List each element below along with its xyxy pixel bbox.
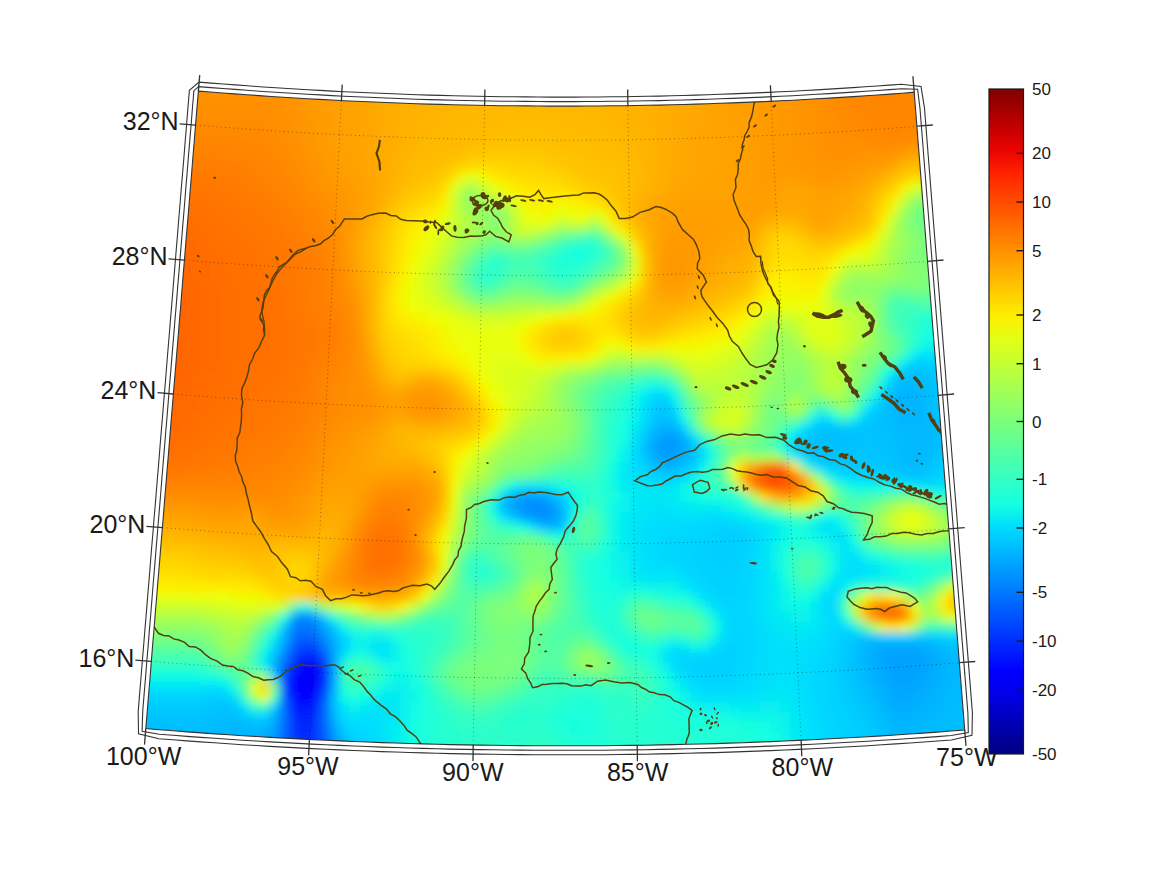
svg-text:-1: -1 [1032,470,1047,489]
svg-text:20°N: 20°N [90,510,146,538]
svg-text:80°W: 80°W [772,753,834,781]
svg-text:16°N: 16°N [79,644,135,672]
svg-text:2: 2 [1032,306,1041,325]
svg-text:10: 10 [1032,193,1051,212]
svg-text:28°N: 28°N [112,242,168,270]
svg-text:85°W: 85°W [607,758,669,786]
svg-text:100°W: 100°W [106,742,182,770]
svg-text:0: 0 [1032,413,1041,432]
svg-text:1: 1 [1032,355,1041,374]
svg-text:90°W: 90°W [442,758,504,786]
svg-text:-5: -5 [1032,583,1047,602]
svg-text:-2: -2 [1032,519,1047,538]
svg-text:32°N: 32°N [123,107,179,135]
svg-text:50: 50 [1032,80,1051,99]
svg-text:-20: -20 [1032,681,1057,700]
svg-text:-10: -10 [1032,632,1057,651]
svg-text:5: 5 [1032,242,1041,261]
svg-text:20: 20 [1032,144,1051,163]
svg-text:24°N: 24°N [101,376,157,404]
svg-text:-50: -50 [1032,745,1057,764]
svg-text:95°W: 95°W [277,752,339,780]
